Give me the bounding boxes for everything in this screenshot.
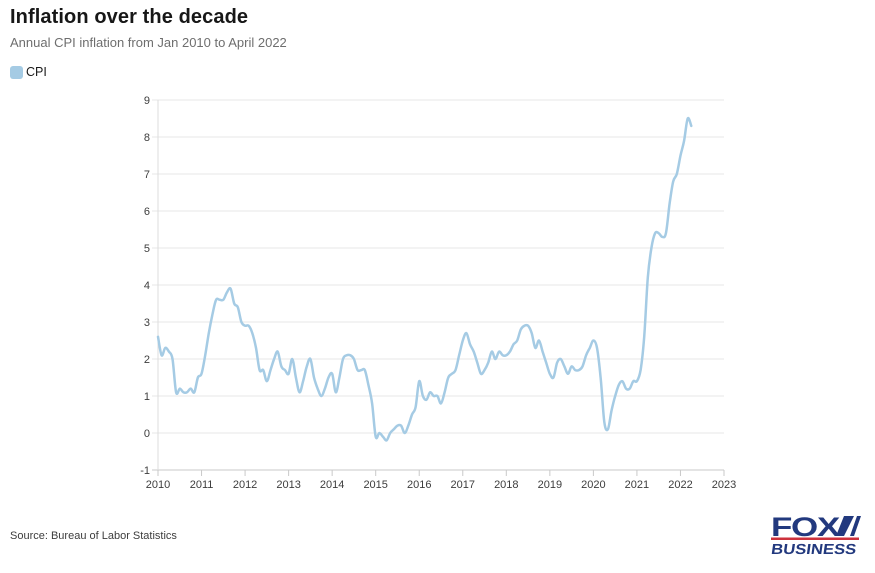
x-axis-labels: 2010 2011 2012 2013 2014 2015 2016 2017 2018 2019…: [146, 479, 736, 491]
x-tick-label: 2018: [494, 479, 518, 491]
gridlines: [152, 99, 724, 434]
fox-logo-text: FOX: [771, 516, 840, 542]
y-tick-label: 7: [144, 169, 150, 181]
x-tick-label: 2022: [668, 479, 692, 491]
y-tick-label: 6: [144, 206, 150, 218]
cpi-legend-label: CPI: [26, 65, 47, 79]
x-tick-label: 2019: [538, 479, 562, 491]
x-tick-label: 2013: [276, 479, 300, 491]
fox-searchlight-beam-icon: [836, 516, 854, 536]
fox-logo-red-line: [771, 537, 859, 540]
fox-searchlight-beam-thin-icon: [850, 516, 861, 536]
cpi-line-chart: -1 0 1 2 3 4 5 6 7 8 9 2010 2011 2012 2013 2014 2015 2016…: [140, 95, 736, 491]
business-logo-text: BUSINESS: [771, 542, 858, 558]
x-tick-label: 2014: [320, 479, 344, 491]
y-tick-label: 0: [144, 428, 150, 440]
y-axis-labels: -1 0 1 2 3 4 5 6 7 8 9: [140, 95, 150, 477]
x-tick-label: 2010: [146, 479, 170, 491]
x-tick-label: 2023: [712, 479, 736, 491]
y-tick-label: 1: [144, 391, 150, 403]
x-tick-label: 2015: [363, 479, 387, 491]
x-tick-label: 2017: [451, 479, 475, 491]
y-tick-label: -1: [140, 465, 150, 477]
chart-title: Inflation over the decade: [10, 6, 249, 28]
y-tick-label: 2: [144, 354, 150, 366]
y-tick-label: 8: [144, 132, 150, 144]
legend: CPI: [10, 65, 47, 79]
cpi-legend-swatch: [10, 65, 23, 79]
fox-business-logo: FOX BUSINESS: [770, 512, 863, 558]
x-tick-label: 2011: [190, 479, 214, 491]
cpi-line: [156, 116, 693, 442]
axes: [152, 100, 725, 476]
source-note: Source: Bureau of Labor Statistics: [10, 530, 177, 542]
x-tick-label: 2012: [233, 479, 257, 491]
y-tick-label: 5: [144, 243, 150, 255]
chart-header: Inflation over the decade Annual CPI inf…: [10, 6, 287, 50]
y-tick-label: 4: [144, 280, 150, 292]
x-tick-label: 2020: [581, 479, 605, 491]
y-tick-label: 3: [144, 317, 150, 329]
x-tick-label: 2021: [625, 479, 649, 491]
y-tick-label: 9: [144, 95, 150, 107]
x-tick-label: 2016: [407, 479, 431, 491]
chart-subtitle: Annual CPI inflation from Jan 2010 to Ap…: [10, 35, 287, 50]
